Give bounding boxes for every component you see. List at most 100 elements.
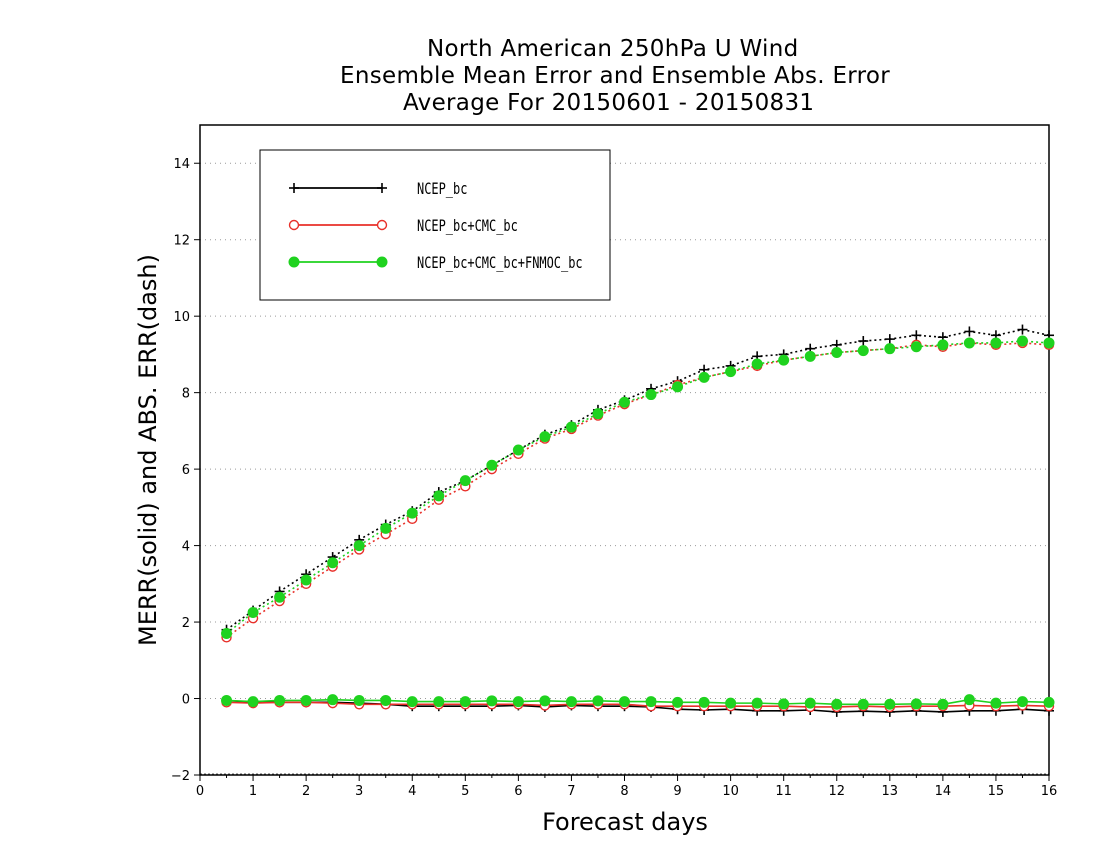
x-tick-label: 4 [408, 784, 416, 799]
series-2-abs-err-point [247, 607, 259, 618]
series-2-abs-err-point [433, 490, 445, 502]
series-2-mean-err-point [247, 696, 259, 708]
series-2-abs-err-point [619, 396, 630, 408]
series-0-abs-err-point [911, 330, 922, 341]
x-tick-label: 10 [722, 784, 739, 799]
series-2-mean-err-point [804, 697, 816, 709]
series-0-abs-err-point [1017, 324, 1028, 335]
series-2-abs-err-point [300, 574, 312, 586]
chart-title-line-1: North American 250hPa U Wind [427, 36, 799, 62]
series-2-mean-err-point [459, 696, 471, 708]
x-tick-label: 15 [988, 784, 1005, 799]
x-tick-label: 3 [355, 784, 363, 799]
series-2-mean-err-point [698, 696, 710, 708]
x-tick-label: 1 [249, 784, 257, 799]
y-tick-label: 10 [173, 310, 190, 325]
legend-marker-end [376, 219, 388, 231]
series-2-mean-err-point [539, 695, 551, 707]
x-tick-label: 12 [828, 784, 845, 799]
series-2-abs-err-point [512, 444, 524, 456]
series-2-mean-err-point [1016, 696, 1028, 708]
x-tick-label: 9 [673, 784, 681, 799]
series-2-abs-err-point [804, 350, 816, 362]
x-tick-label: 13 [882, 784, 899, 799]
y-tick-label: 2 [182, 616, 190, 631]
x-tick-label: 16 [1041, 784, 1058, 799]
series-2-abs-err-point [380, 522, 392, 534]
series-1-abs-err-line [226, 342, 1050, 639]
series-2-mean-err-point [380, 694, 392, 706]
series-0-abs-err-point [964, 326, 975, 337]
legend-marker-start [288, 256, 300, 268]
series-2-mean-err-point [778, 698, 790, 710]
series-2-abs-err-point [778, 354, 790, 366]
series-2-mean-err-point [327, 694, 339, 706]
chart-title-line-2: Ensemble Mean Error and Ensemble Abs. Er… [340, 63, 891, 89]
series-2-mean-err-point [937, 698, 949, 710]
series-2-mean-err-point [565, 696, 577, 708]
series-2-mean-err-point [221, 694, 233, 706]
series-2-mean-err-point [433, 696, 445, 708]
series-2-mean-err-point [406, 696, 418, 708]
series-0-abs-err-point [884, 334, 895, 345]
y-tick-label: 8 [182, 387, 190, 402]
y-tick-label: 6 [182, 463, 190, 478]
series-2-mean-err-point [672, 696, 684, 708]
y-tick-label: 14 [173, 157, 190, 172]
series-2-mean-err-point [486, 695, 498, 707]
series-2-mean-err-point [645, 696, 657, 708]
series-lines [226, 328, 1050, 713]
legend-marker-start [288, 219, 300, 231]
legend: NCEP_bc NCEP_bc+CMC_bc NCEP_bc+CMC_bc+FNMO… [259, 149, 611, 301]
series-2-mean-err-point [592, 695, 604, 707]
series-2-abs-err-point [274, 591, 286, 603]
series-2-abs-err-point [857, 345, 869, 357]
series-2-abs-err-point [884, 343, 896, 355]
series-2-mean-err-point [857, 698, 869, 710]
x-tick-label: 5 [461, 784, 469, 799]
series-2-abs-err-point [1043, 337, 1055, 349]
series-2-abs-err-point [990, 337, 1002, 349]
legend-label: NCEP_bc+CMC_bc+FNMOC_bc [417, 253, 583, 272]
legend-marker-start [289, 183, 299, 193]
x-axis-label: Forecast days [542, 808, 708, 836]
series-2-abs-err-point [327, 557, 339, 569]
y-tick-label: 12 [173, 234, 190, 249]
series-2-abs-err-point [725, 366, 737, 378]
series-markers [221, 324, 1055, 717]
y-axis-label: MERR(solid) and ABS. ERR(dash) [134, 254, 162, 646]
series-2-abs-err-point [698, 371, 710, 383]
x-tick-label: 11 [775, 784, 792, 799]
series-2-abs-err-point [353, 540, 365, 552]
series-2-mean-err-point [619, 696, 630, 708]
series-2-mean-err-point [725, 697, 737, 709]
series-2-abs-err-point [963, 337, 975, 349]
series-2-mean-err-point [963, 694, 975, 706]
x-tick-label: 6 [514, 784, 522, 799]
series-2-abs-err-point [592, 408, 604, 420]
series-2-abs-err-point [1016, 335, 1028, 347]
x-tick-label: 2 [302, 784, 310, 799]
x-tick-label: 8 [620, 784, 628, 799]
series-2-abs-err-point [937, 339, 949, 351]
x-tick-label: 7 [567, 784, 575, 799]
series-2-abs-err-point [539, 431, 551, 443]
x-tick-label: 0 [196, 784, 204, 799]
series-2-abs-err-point [672, 381, 684, 393]
series-2-mean-err-point [884, 698, 896, 710]
series-2-mean-err-point [990, 697, 1002, 709]
y-tick-label: −2 [171, 769, 190, 784]
series-2-abs-err-point [910, 341, 922, 353]
series-2-mean-err-point [512, 696, 524, 708]
legend-marker-end [377, 183, 387, 193]
series-2-mean-err-point [300, 694, 312, 706]
series-2-mean-err-point [751, 697, 763, 709]
series-2-mean-err-point [353, 694, 365, 706]
legend-label: NCEP_bc [417, 179, 467, 198]
series-2-abs-err-point [406, 507, 418, 519]
series-2-abs-err-point [751, 358, 763, 370]
gridlines [200, 162, 1049, 775]
series-2-abs-err-point [565, 421, 577, 433]
legend-label: NCEP_bc+CMC_bc [417, 216, 518, 235]
